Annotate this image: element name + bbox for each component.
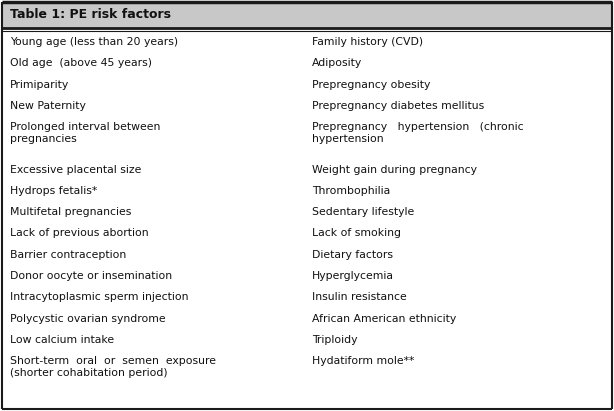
Text: Triploidy: Triploidy (312, 335, 357, 345)
Text: Intracytoplasmic sperm injection: Intracytoplasmic sperm injection (10, 292, 188, 302)
Bar (2, 2, 612, 28)
Text: Lack of previous abortion: Lack of previous abortion (10, 229, 149, 238)
Text: Short-term  oral  or  semen  exposure
(shorter cohabitation period): Short-term oral or semen exposure (short… (10, 356, 216, 378)
Text: Hydrops fetalis*: Hydrops fetalis* (10, 186, 97, 196)
Text: Family history (CVD): Family history (CVD) (312, 37, 423, 47)
Text: Prolonged interval between
pregnancies: Prolonged interval between pregnancies (10, 122, 160, 144)
Text: Insulin resistance: Insulin resistance (312, 292, 406, 302)
Text: Table 1: PE risk factors: Table 1: PE risk factors (10, 9, 171, 21)
Text: Hyperglycemia: Hyperglycemia (312, 271, 394, 281)
Text: Lack of smoking: Lack of smoking (312, 229, 401, 238)
Text: Prepregnancy obesity: Prepregnancy obesity (312, 80, 430, 90)
Text: Excessive placental size: Excessive placental size (10, 165, 141, 175)
Text: New Paternity: New Paternity (10, 101, 86, 111)
Text: Thrombophilia: Thrombophilia (312, 186, 391, 196)
Text: Hydatiform mole**: Hydatiform mole** (312, 356, 414, 366)
Text: Weight gain during pregnancy: Weight gain during pregnancy (312, 165, 477, 175)
Text: Sedentary lifestyle: Sedentary lifestyle (312, 207, 414, 217)
Text: African American ethnicity: African American ethnicity (312, 314, 456, 323)
Text: Multifetal pregnancies: Multifetal pregnancies (10, 207, 131, 217)
Text: Prepregnancy diabetes mellitus: Prepregnancy diabetes mellitus (312, 101, 484, 111)
Text: Adiposity: Adiposity (312, 58, 362, 68)
Text: Barrier contraception: Barrier contraception (10, 250, 126, 260)
Text: Prepregnancy   hypertension   (chronic
hypertension: Prepregnancy hypertension (chronic hyper… (312, 122, 524, 144)
Text: Old age  (above 45 years): Old age (above 45 years) (10, 58, 152, 68)
Text: Primiparity: Primiparity (10, 80, 69, 90)
Text: Dietary factors: Dietary factors (312, 250, 393, 260)
Text: Donor oocyte or insemination: Donor oocyte or insemination (10, 271, 172, 281)
Text: Low calcium intake: Low calcium intake (10, 335, 114, 345)
Text: Young age (less than 20 years): Young age (less than 20 years) (10, 37, 178, 47)
Text: Polycystic ovarian syndrome: Polycystic ovarian syndrome (10, 314, 166, 323)
